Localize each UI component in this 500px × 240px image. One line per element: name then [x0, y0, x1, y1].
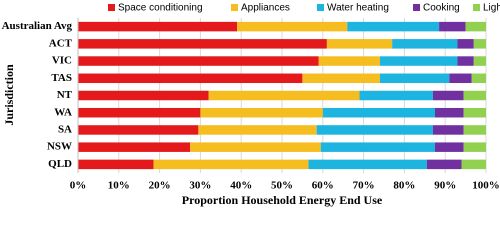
chart: Proportion Household Energy End Use Juri… — [2, 3, 500, 207]
legend-swatch — [108, 4, 115, 11]
bar-segment — [439, 21, 466, 32]
legend-label: Cooking — [423, 3, 460, 14]
x-tick-label: 20% — [149, 180, 171, 192]
bar-segment — [322, 107, 435, 118]
x-tick-label: 50% — [271, 180, 293, 192]
bar-segment — [457, 56, 474, 66]
bar-segment — [432, 125, 464, 135]
bar-segment — [449, 73, 472, 84]
bar-segment — [463, 125, 486, 135]
bar-segment — [200, 107, 323, 118]
bar-segment — [473, 56, 486, 66]
bar-segment — [432, 90, 464, 101]
bar-segment — [426, 159, 462, 170]
x-tick-label: 30% — [189, 180, 211, 192]
y-tick-label: TAS — [51, 72, 72, 84]
bar-segment — [347, 21, 440, 32]
bar-segment — [78, 39, 327, 49]
x-tick-label: 0% — [70, 180, 87, 192]
bar-segment — [190, 142, 321, 152]
x-tick-label: 90% — [434, 180, 456, 192]
bar-segment — [78, 159, 154, 170]
legend-label: Lighting — [483, 3, 500, 14]
bar-segment — [463, 90, 486, 101]
bar-segment — [435, 142, 464, 152]
bar-segment — [463, 142, 486, 152]
bar-segment — [326, 39, 393, 49]
bar-segment — [78, 142, 191, 152]
y-tick-label: WA — [54, 106, 72, 118]
y-tick-label: NT — [57, 89, 73, 101]
legend-label: Appliances — [241, 3, 290, 14]
bar-segment — [359, 90, 433, 101]
bar-segment — [78, 90, 209, 101]
bar-segment — [308, 159, 427, 170]
y-tick-label: Australian Avg — [2, 20, 73, 32]
x-tick-label: 10% — [108, 180, 130, 192]
x-axis-title: Proportion Household Energy End Use — [182, 193, 383, 207]
y-tick-label: VIC — [52, 55, 72, 67]
bar-segment — [198, 125, 317, 135]
y-tick-label: SA — [58, 123, 72, 135]
legend-label: Water heating — [327, 3, 389, 14]
bar-segment — [78, 56, 319, 66]
x-tick-label: 100% — [472, 180, 500, 192]
bar-segment — [463, 107, 486, 118]
y-tick-label: NSW — [47, 141, 72, 153]
bar-segment — [78, 107, 201, 118]
bar-segment — [237, 21, 348, 32]
bar-segment — [153, 159, 309, 170]
y-axis-title: Jurisdiction — [2, 64, 16, 126]
legend-swatch — [317, 4, 324, 11]
bar-segment — [78, 125, 199, 135]
legend-swatch — [231, 4, 238, 11]
bar-segment — [302, 73, 380, 84]
bar-segment — [78, 73, 303, 84]
bar-segment — [208, 90, 360, 101]
x-tick-label: 60% — [312, 180, 334, 192]
bar-segment — [320, 142, 435, 152]
x-tick-label: 40% — [230, 180, 252, 192]
y-tick-label: ACT — [49, 37, 73, 49]
bar-segment — [473, 39, 486, 49]
bar-segment — [392, 39, 458, 49]
x-tick-label: 70% — [353, 180, 375, 192]
bar-segment — [457, 39, 474, 49]
legend-label: Space conditioning — [118, 3, 203, 14]
y-tick-label: QLD — [48, 158, 72, 170]
bar-segment — [379, 56, 458, 66]
bar-segment — [435, 107, 464, 118]
bar-segment — [78, 21, 238, 32]
bar-segment — [465, 21, 486, 32]
bar-segment — [318, 56, 380, 66]
x-tick-label: 80% — [393, 180, 415, 192]
bar-segment — [471, 73, 486, 84]
bar-segment — [316, 125, 433, 135]
legend-swatch — [473, 4, 480, 11]
legend-swatch — [413, 4, 420, 11]
bar-segment — [379, 73, 450, 84]
bar-segment — [461, 159, 486, 170]
